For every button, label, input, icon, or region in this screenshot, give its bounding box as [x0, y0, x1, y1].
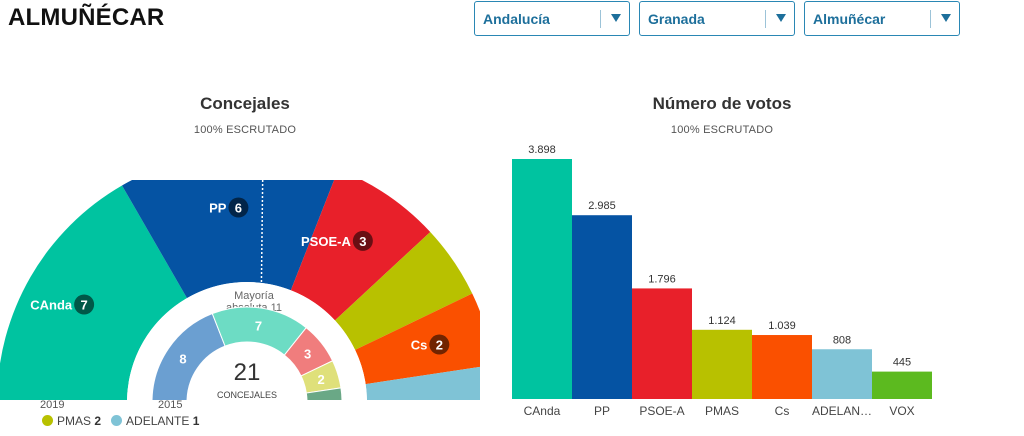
- seats-legend: PMAS 2 ADELANTE 1: [42, 414, 209, 428]
- municipality-select[interactable]: Almuñécar: [804, 1, 960, 36]
- municipality-select-value: Almuñécar: [813, 11, 886, 27]
- bar-category-label: PSOE-A: [639, 404, 684, 418]
- bar-category-label: ADELAN…: [812, 404, 872, 418]
- legend-party-label: PMAS: [57, 414, 95, 428]
- bar-value-label: 808: [833, 334, 851, 346]
- province-select-value: Granada: [648, 11, 705, 27]
- outer-year-label: 2019: [40, 399, 65, 411]
- seat-count-label-2015: 3: [304, 347, 311, 362]
- legend-swatch: [111, 415, 123, 426]
- seat-party-label: PP: [209, 201, 227, 216]
- bar-value-label: 3.898: [528, 144, 556, 156]
- page-title: ALMUÑÉCAR: [8, 4, 165, 31]
- seat-party-label: PSOE-A: [301, 234, 351, 249]
- legend-party-label: ADELANTE: [126, 414, 193, 428]
- votes-chart-title: Número de votos: [652, 94, 792, 113]
- seat-count-badge: [228, 197, 249, 218]
- seat-party-label: Cs: [411, 338, 428, 353]
- total-seats: 21: [234, 359, 261, 386]
- legend-seat-count: 1: [192, 414, 200, 428]
- seats-chart-subtitle: 100% ESCRUTADO: [193, 124, 297, 136]
- majority-label-line1: Mayoría: [234, 290, 275, 302]
- bar-pmas: [692, 329, 752, 399]
- bar-value-label: 445: [893, 357, 911, 369]
- bar-canda: [512, 159, 572, 399]
- seat-segment-2015: [305, 387, 343, 400]
- seat-count-label: 2: [436, 338, 443, 353]
- seat-count-badge: [74, 294, 95, 315]
- chevron-down-icon: [941, 14, 951, 22]
- select-divider: [765, 10, 766, 28]
- seat-party-label: CAnda: [30, 298, 73, 313]
- seat-segment-pp: [122, 180, 335, 299]
- legend-seat-count: 2: [94, 414, 102, 428]
- legend-item-adelante: ADELANTE 1: [111, 414, 199, 428]
- seat-count-badge: [352, 230, 373, 251]
- seat-count-label: 6: [235, 201, 242, 216]
- seat-count-label-2015: 7: [255, 318, 262, 333]
- bar-cs: [752, 335, 812, 399]
- legend-swatch: [42, 415, 53, 426]
- votes-chart-subtitle: 100% ESCRUTADO: [670, 124, 774, 136]
- bar-value-label: 2.985: [588, 200, 616, 212]
- total-seats-label: CONCEJALES: [217, 390, 277, 400]
- seat-segment-canda: [0, 185, 187, 400]
- seat-count-badge: [429, 334, 450, 355]
- chevron-down-icon: [776, 14, 786, 22]
- seat-count-label: 7: [81, 298, 88, 313]
- seat-segment-pmas: [334, 231, 473, 350]
- select-divider: [930, 10, 931, 28]
- seats-chart-title: Concejales: [200, 94, 290, 113]
- bar-value-label: 1.039: [768, 320, 796, 332]
- bar-category-label: PMAS: [705, 404, 739, 418]
- inner-year-label: 2015: [158, 399, 183, 411]
- bar-adelan: [812, 349, 872, 399]
- seat-segment-adelante: [365, 366, 480, 400]
- bar-category-label: PP: [594, 404, 610, 418]
- votes-bar-chart: 3.898 CAnda 2.985 PP 1.796 PSOE-A 1.124 PMAS 1.0…: [512, 144, 932, 418]
- bar-category-label: Cs: [775, 404, 790, 418]
- seat-count-label-2015: 8: [179, 351, 186, 366]
- province-select[interactable]: Granada: [639, 1, 795, 36]
- legend-item-pmas: PMAS 2: [42, 414, 101, 428]
- select-divider: [600, 10, 601, 28]
- bar-value-label: 1.124: [708, 315, 736, 327]
- bar-vox: [872, 371, 932, 399]
- majority-line: [260, 180, 264, 283]
- chevron-down-icon: [611, 14, 621, 22]
- bar-psoe-a: [632, 288, 692, 399]
- seat-segment-cs: [355, 293, 480, 385]
- bar-category-label: CAnda: [524, 404, 561, 418]
- bar-value-label: 1.796: [648, 273, 676, 285]
- seat-count-label: 3: [359, 234, 366, 249]
- seat-count-label-2015: 2: [317, 372, 324, 387]
- bar-pp: [572, 215, 632, 399]
- region-select-value: Andalucía: [483, 11, 550, 27]
- bar-category-label: VOX: [889, 404, 914, 418]
- region-select[interactable]: Andalucía: [474, 1, 630, 36]
